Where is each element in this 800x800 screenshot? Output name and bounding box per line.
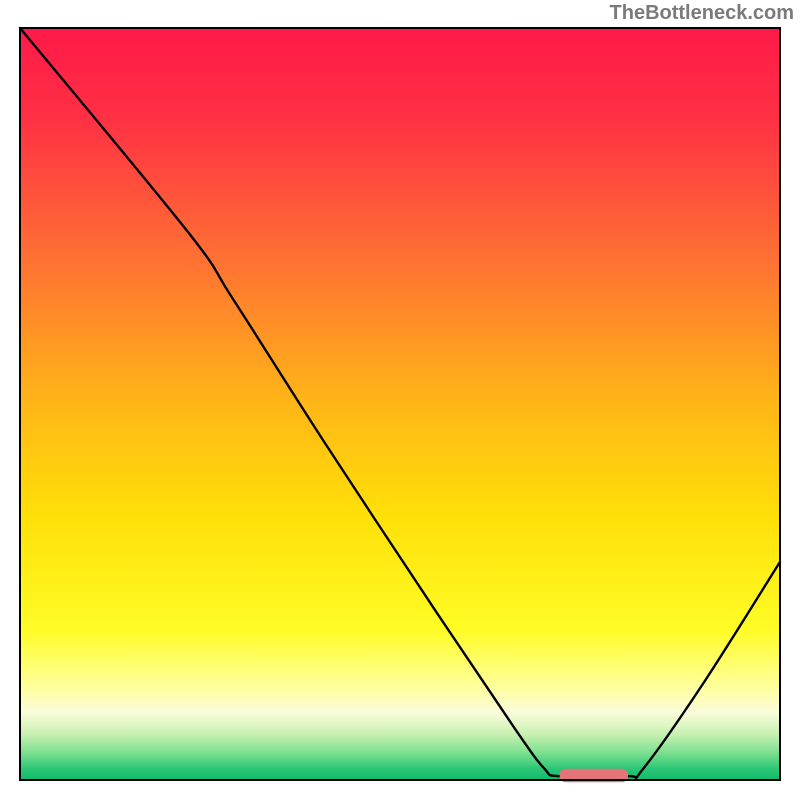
watermark-text: TheBottleneck.com — [610, 2, 794, 25]
plot-background — [20, 28, 780, 780]
chart-container: TheBottleneck.com — [0, 0, 800, 800]
chart-svg — [0, 0, 800, 800]
